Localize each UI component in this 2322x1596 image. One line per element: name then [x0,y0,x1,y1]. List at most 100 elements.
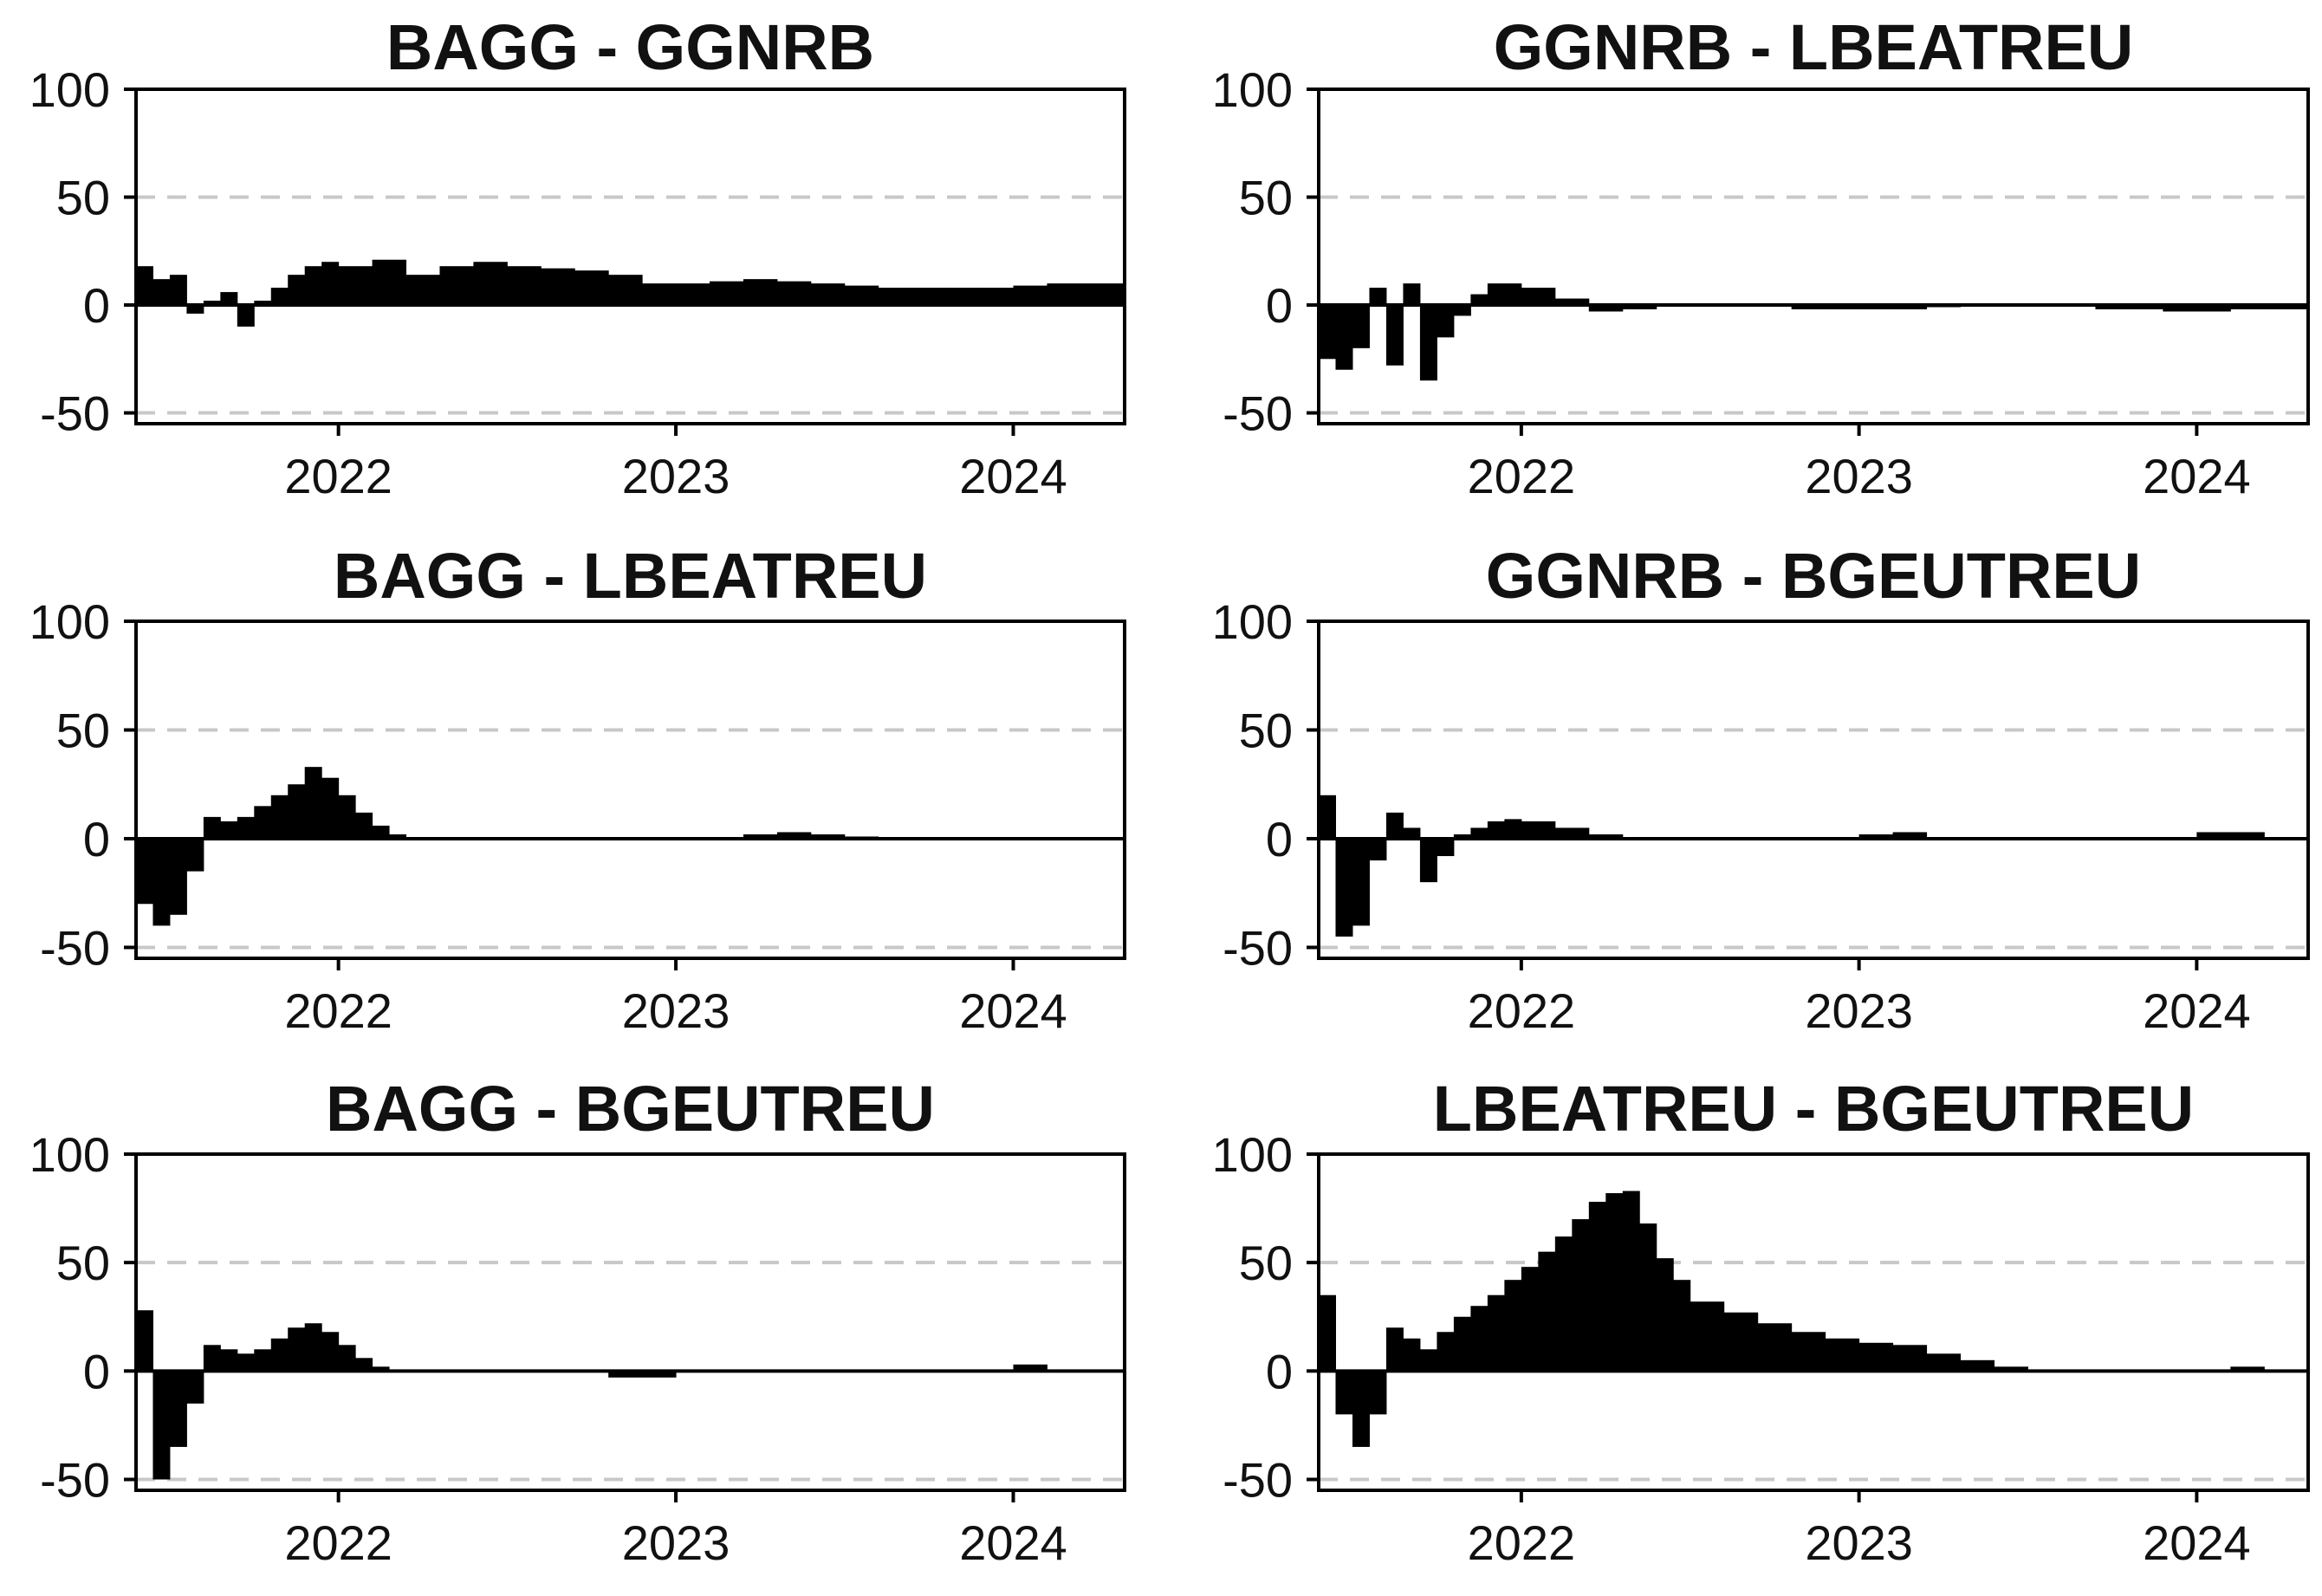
data-bar [1047,283,1081,306]
data-bar [1470,827,1489,839]
data-bar [321,262,340,306]
y-tick-label: -50 [40,386,110,441]
y-tick-label: 0 [83,278,110,333]
data-bar [203,816,221,839]
data-bar [136,1310,153,1372]
y-tick-label: 0 [1266,1344,1293,1398]
data-bar [1335,838,1353,937]
data-bar [169,838,187,915]
data-bar [1554,1236,1573,1372]
panel-1: BAGG - GGNRB 100 50 0 -50 2022 2023 2024 [29,11,1126,503]
y-tick-label: 0 [83,812,110,866]
data-bar [1335,305,1353,370]
panel-title: LBEATREU - BGEUTREU [1433,1073,2194,1145]
data-bar [1319,305,1336,360]
data-bar [1403,827,1421,839]
data-bar [1690,1301,1725,1372]
data-bar [338,795,356,839]
y-tick-label: -50 [1223,386,1293,441]
data-bar [1487,283,1505,306]
data-bar [743,834,778,839]
data-bar [1437,838,1455,857]
data-bar [439,266,474,306]
data-bar [1656,1258,1674,1372]
data-bar [844,285,879,306]
data-bar [1892,305,1928,310]
data-bar [608,1371,643,1378]
data-bar [1403,283,1421,306]
data-bar [1723,1312,1759,1372]
y-tick-label: -50 [40,1452,110,1507]
data-bar [254,1349,272,1372]
data-bar [254,806,272,839]
data-bar [1504,819,1522,839]
plot-frame [134,1152,1126,1492]
data-bar [1319,1294,1336,1372]
data-bar [608,275,643,306]
data-bar [1588,1202,1606,1372]
data-bar [1825,1338,1860,1372]
panel-2: GGNRB - LBEATREU 100 50 0 -50 2022 2023 2024 [1212,11,2310,503]
data-bar [2230,832,2265,839]
data-bar [338,1345,356,1372]
x-tick-label: 2024 [2143,1515,2251,1570]
data-bar [1335,1371,1353,1415]
data-bar [1554,827,1590,839]
y-tick-label: 50 [1239,703,1293,757]
data-bar [186,1371,204,1404]
data-bar [574,270,609,306]
data-bar [1960,1359,1995,1372]
x-tick-label: 2024 [959,1515,1067,1570]
data-bar [1588,305,1624,312]
y-tick-label: -50 [1223,920,1293,975]
data-bar [1605,1193,1624,1372]
data-bar [1369,1371,1387,1415]
y-tick-label: 50 [1239,171,1293,225]
data-bar [1791,305,1826,310]
data-bar [676,283,710,306]
data-bar [1825,305,1860,310]
x-tick-label: 2022 [1468,1515,1576,1570]
data-bar [1470,1306,1489,1372]
data-bar [1673,1280,1691,1372]
data-bar [642,1371,677,1378]
data-bar [152,1371,171,1480]
x-tick-label: 2023 [622,1515,730,1570]
data-bar [1470,294,1489,306]
data-bar [1437,1332,1455,1372]
panel-5: BAGG - BGEUTREU 100 50 0 -50 2022 2023 2024 [29,1073,1126,1570]
data-bar [304,767,322,839]
data-bar [743,279,778,306]
data-bar [776,281,812,306]
data-bar [2230,1366,2265,1372]
data-bar [136,266,153,306]
data-bar [1369,288,1387,306]
data-bar [1352,838,1370,926]
y-tick-label: 50 [56,703,110,757]
data-bar [1858,305,1894,310]
data-bar [2196,832,2231,839]
data-bar [203,1345,221,1372]
data-bar [203,301,221,306]
panel-title: BAGG - LBEATREU [334,540,927,612]
data-bar [1487,821,1505,839]
data-bar [2163,305,2197,312]
data-bar [1572,1219,1590,1372]
data-bar [810,834,846,839]
y-tick-label: 100 [1212,594,1293,649]
plot-frame [1317,88,2310,425]
data-bar [220,292,238,306]
data-bar [507,266,542,306]
data-bar [1892,1345,1928,1372]
panel-6: LBEATREU - BGEUTREU 100 50 0 -50 2022 2023 2024 [1212,1073,2310,1570]
data-bar [1639,1223,1657,1372]
data-bar [1521,1267,1539,1372]
x-tick-label: 2023 [622,983,730,1038]
data-bar [1538,1251,1556,1372]
data-bar [473,262,508,306]
data-bar [1369,838,1387,861]
data-bar [136,838,153,905]
data-bar [1013,285,1047,306]
data-bar [810,283,846,306]
data-bar [1453,1316,1471,1372]
